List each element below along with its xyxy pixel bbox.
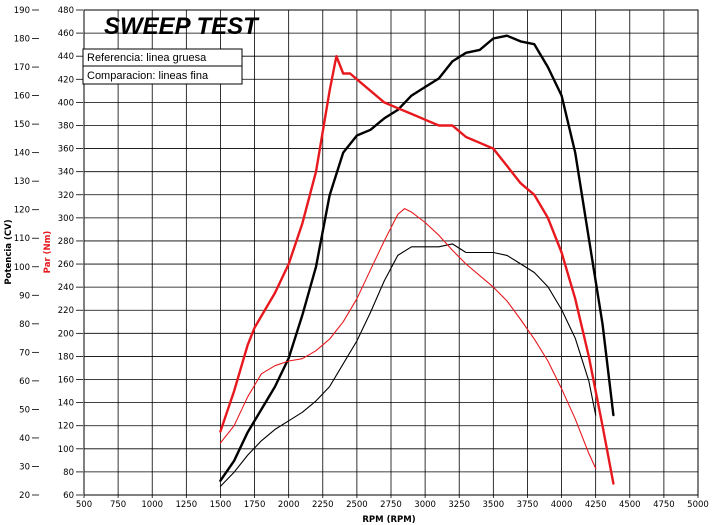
- x-tick-label: 2000: [278, 500, 300, 510]
- left-tick-label: 60: [19, 377, 30, 387]
- legend-box: Referencia: linea gruesa Comparacion: li…: [82, 48, 243, 85]
- chart-title: SWEEP TEST: [104, 13, 260, 40]
- x-tick-label: 4000: [551, 500, 573, 510]
- right-tick-label: 480: [58, 6, 74, 16]
- right-tick-label: 140: [58, 399, 74, 409]
- left-tick-label: 190: [14, 6, 30, 16]
- right-tick-label: 200: [58, 329, 74, 339]
- x-tick-label: 2500: [346, 500, 368, 510]
- right-tick-label: 420: [58, 75, 74, 85]
- right-tick-label: 280: [58, 237, 74, 247]
- grid: [83, 9, 699, 498]
- x-tick-label: 2250: [312, 500, 334, 510]
- left-tick-label: 160: [14, 92, 30, 102]
- right-tick-label: 380: [58, 121, 74, 131]
- right-tick-label: 360: [58, 145, 74, 155]
- left-tick-label: 180: [14, 35, 30, 45]
- x-tick-label: 500: [76, 500, 92, 510]
- right-tick-label: 160: [58, 376, 74, 386]
- right-axis-ticks: 60 80 100 120 140 160 180 200 220 240 260 280 300 320…: [58, 6, 83, 501]
- right-tick-label: 60: [63, 491, 74, 501]
- left-axis-ticks: 20 30 40 50 60 70 80 90 100 110 120 130 140 150 160 170…: [14, 6, 39, 501]
- left-tick-label: 120: [14, 206, 30, 216]
- x-tick-label: 3000: [414, 500, 436, 510]
- legend-comparison: Comparacion: lineas fina: [87, 70, 209, 82]
- right-tick-label: 180: [58, 352, 74, 362]
- right-tick-label: 300: [58, 214, 74, 224]
- x-tick-label: 1750: [244, 500, 266, 510]
- left-tick-label: 70: [19, 348, 30, 358]
- left-tick-label: 110: [14, 234, 30, 244]
- torque-comparison-line: [219, 208, 597, 469]
- right-tick-label: 120: [58, 422, 74, 432]
- right-tick-label: 460: [58, 29, 74, 39]
- power-reference-line: [219, 34, 615, 482]
- left-tick-label: 30: [19, 462, 30, 472]
- legend-reference: Referencia: linea gruesa: [87, 52, 207, 64]
- left-tick-label: 150: [14, 120, 30, 130]
- right-tick-label: 240: [58, 283, 74, 293]
- left-tick-label: 100: [14, 263, 30, 273]
- left-tick-label: 40: [19, 434, 30, 444]
- x-tick-label: 3500: [483, 500, 505, 510]
- x-axis-title: RPM (RPM): [362, 515, 415, 525]
- right-tick-label: 260: [58, 260, 74, 270]
- x-tick-label: 4250: [585, 500, 607, 510]
- x-tick-label: 1250: [176, 500, 198, 510]
- x-tick-label: 1500: [210, 500, 232, 510]
- right-tick-label: 340: [58, 168, 74, 178]
- right-tick-label: 100: [58, 445, 74, 455]
- right-tick-label: 80: [63, 468, 74, 478]
- y-axis-right-title: Par (Nm): [43, 231, 53, 274]
- x-tick-label: 1000: [141, 500, 163, 510]
- right-tick-label: 440: [58, 52, 74, 62]
- left-tick-label: 90: [19, 291, 30, 301]
- x-axis-ticks: 500 750 1000 1250 1500 1750 2000 2250 2500 2750 30…: [76, 500, 709, 510]
- series-group: [219, 34, 615, 487]
- x-tick-label: 2750: [380, 500, 402, 510]
- left-tick-label: 140: [14, 149, 30, 159]
- right-tick-label: 220: [58, 306, 74, 316]
- left-tick-label: 50: [19, 405, 30, 415]
- x-tick-label: 5000: [687, 500, 709, 510]
- x-tick-label: 3750: [517, 500, 539, 510]
- torque-reference-line: [219, 55, 615, 485]
- left-tick-label: 130: [14, 177, 30, 187]
- right-tick-label: 400: [58, 98, 74, 108]
- power-comparison-line: [219, 243, 597, 487]
- x-tick-label: 750: [110, 500, 126, 510]
- x-tick-label: 3250: [448, 500, 470, 510]
- left-tick-label: 80: [19, 320, 30, 330]
- left-tick-label: 20: [19, 491, 30, 501]
- y-axis-left-title: Potencia (CV): [4, 219, 14, 284]
- right-tick-label: 320: [58, 191, 74, 201]
- left-tick-label: 170: [14, 63, 30, 73]
- x-tick-label: 4750: [653, 500, 675, 510]
- x-tick-label: 4500: [619, 500, 641, 510]
